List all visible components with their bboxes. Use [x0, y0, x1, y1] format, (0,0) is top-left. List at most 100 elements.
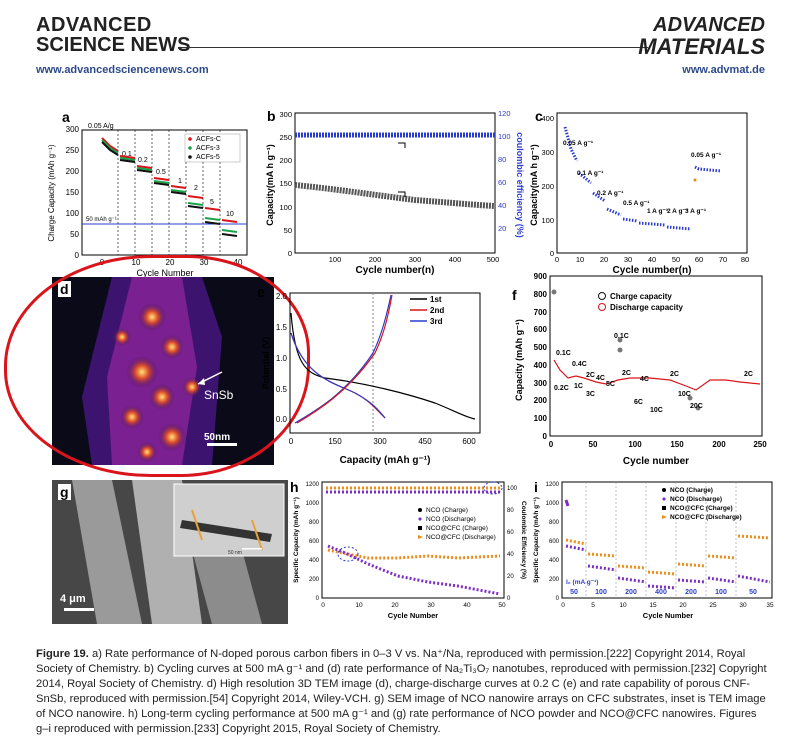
scale-label: 50nm [204, 432, 230, 443]
ytick: 200 [309, 577, 320, 583]
xtick: 20 [600, 255, 608, 264]
panel-c-letter: c [535, 108, 543, 124]
brand-left-top: ADVANCED [36, 14, 152, 36]
ytick: 200 [66, 167, 80, 176]
ytick: 300 [66, 125, 80, 134]
ytick: 1000 [306, 501, 320, 507]
xtick: 30 [624, 255, 632, 264]
xtick: 150 [328, 437, 342, 446]
rate-label: 2 [194, 185, 198, 192]
ytick: 200 [534, 396, 548, 405]
ytick: 300 [541, 148, 554, 157]
xtick: 50 [498, 602, 506, 609]
rate-label: 0.5 [156, 169, 166, 176]
legend-entry: ACFs-5 [196, 154, 220, 161]
rate-label: 1 A g⁻¹ [647, 208, 668, 215]
rate-label: 0.2C [554, 385, 569, 392]
rate-label: 5 [210, 199, 214, 206]
rate-label: 10 [226, 211, 234, 218]
ytick-right: 20 [498, 224, 506, 233]
panel-g-letter: g [58, 484, 71, 500]
right-url-link[interactable]: www.advmat.de [682, 64, 765, 76]
ytick: 900 [534, 272, 548, 281]
xtick: 250 [753, 440, 767, 449]
y-axis-label: Capacity (mAh g⁻¹) [514, 319, 524, 401]
figure-caption: Figure 19. a) Rate performance of N-dope… [36, 647, 772, 737]
xtick: 40 [234, 258, 243, 267]
legend-entry: NCO (Discharge) [670, 496, 722, 503]
legend-entry: NCO (Discharge) [426, 516, 476, 523]
xtick: 20 [679, 602, 687, 609]
y-axis-right-label: Coulombic Efficiency (%) [520, 501, 527, 579]
panel-e-letter: e [257, 284, 265, 300]
x-axis-label: Cycle number(n) [356, 265, 435, 276]
rate-label: 200 [625, 589, 637, 596]
ytick: 0 [543, 432, 548, 441]
ytick-right: 40 [507, 552, 514, 558]
ytick-right: 40 [498, 201, 506, 210]
ytick: 300 [279, 110, 292, 119]
panel-a-letter: a [62, 109, 70, 125]
rate-label: 100 [715, 589, 727, 596]
xtick: 0 [100, 258, 105, 267]
xtick: 30 [427, 602, 435, 609]
rate-label: 0.5 A g⁻¹ [623, 200, 649, 207]
y-axis-label: Charge Capacity (mAh g⁻¹) [47, 144, 56, 241]
ytick: 500 [534, 343, 548, 352]
y-axis-label: Specific Capacity (mAh g⁻¹) [293, 497, 300, 583]
xtick: 40 [463, 602, 471, 609]
brand-left-bottom: SCIENCE NEWS [36, 34, 191, 56]
legend-entry: NCO (Charge) [670, 487, 713, 494]
rate-label: 0.1C [556, 350, 571, 357]
x-axis-label: Capacity (mAh g⁻¹) [340, 455, 431, 466]
panel-d-letter: d [58, 281, 71, 297]
rate-label: 0.2 A g⁻¹ [597, 190, 623, 197]
rate-label: 200 [685, 589, 697, 596]
xtick: 40 [648, 255, 656, 264]
ytick: 800 [309, 520, 320, 526]
panel-h-chart: h NCO (Charge) NCO (Discharge) NCO@CFC (… [290, 479, 527, 620]
legend-entry: NCO@CFC (Discharge) [426, 534, 496, 541]
ytick: 1200 [306, 482, 320, 488]
ytick: 200 [549, 577, 560, 583]
rate-label: 2C [744, 371, 753, 378]
panel-f-chart: f Charge capacity Discharge capacity 0.1… [512, 272, 767, 467]
x-axis-label: Cycle Number [643, 611, 694, 620]
snsb-label: SnSb [204, 388, 234, 402]
ytick: 0.0 [276, 415, 288, 424]
ytick: 150 [279, 179, 292, 188]
y-axis-right-label: coulombic efficiency (%) [515, 132, 525, 238]
ytick-right: 0 [507, 596, 511, 602]
caption-text: a) Rate performance of N-doped porous ca… [36, 648, 767, 735]
panel-a-chart: a 50 mAh g⁻¹ 0.05 A/g 0.1 0.2 0.5 1 2 5 … [47, 109, 248, 278]
ytick: 200 [541, 182, 554, 191]
rate-label: 10C [678, 391, 691, 398]
xtick: 10 [132, 258, 141, 267]
panel-e-chart: e 1st 2nd 3rd 0.0 0.5 1.0 1.5 2.0 0 150 … [257, 284, 481, 466]
xtick: 300 [409, 255, 422, 264]
xtick: 0 [321, 602, 325, 609]
rate-label: 5C [606, 381, 615, 388]
ytick-right: 100 [498, 132, 511, 141]
panel-b-chart: b 0 50 100 150 200 250 300 20 40 60 80 1… [265, 108, 525, 276]
legend-entry: Discharge capacity [610, 303, 683, 312]
xtick: 0 [555, 255, 559, 264]
x-axis-label: Cycle number(n) [613, 265, 692, 276]
panel-f-letter: f [512, 287, 517, 303]
rate-label: 0.1 A g⁻¹ [577, 170, 603, 177]
rate-label: 4C [640, 376, 649, 383]
panel-d-image: SnSb 50nm d [52, 277, 274, 465]
xtick: 300 [373, 437, 387, 446]
ytick: 1.0 [276, 354, 288, 363]
rate-label: 0.1 [122, 151, 132, 158]
left-url-link[interactable]: www.advancedsciencenews.com [36, 64, 209, 76]
rate-label: 1C [574, 383, 583, 390]
xtick: 35 [766, 602, 774, 609]
ytick: 0.5 [276, 385, 288, 394]
ytick: 600 [549, 539, 560, 545]
ytick: 700 [534, 308, 548, 317]
xtick: 200 [369, 255, 382, 264]
xtick: 0 [561, 602, 565, 609]
legend-entry: 3rd [430, 317, 443, 326]
panel-a-series [101, 137, 238, 237]
